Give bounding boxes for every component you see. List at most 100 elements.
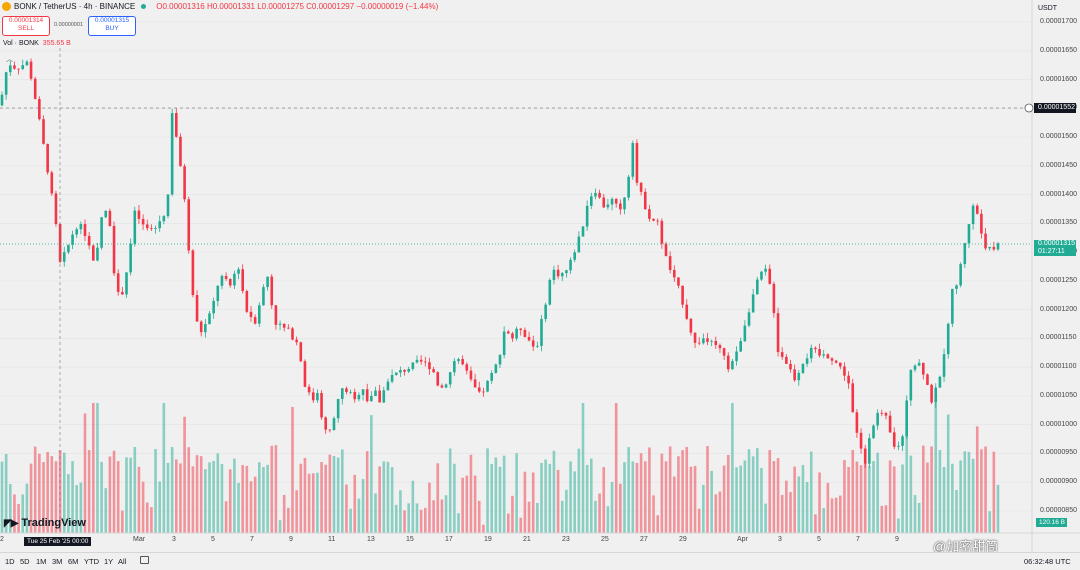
candle-body bbox=[818, 349, 821, 356]
candle-body bbox=[249, 311, 253, 318]
candle-body bbox=[170, 113, 174, 195]
range-button-1d[interactable]: 1D bbox=[5, 557, 15, 566]
candle-body bbox=[382, 390, 386, 403]
volume-bar bbox=[253, 476, 257, 533]
candle-body bbox=[805, 358, 809, 364]
volume-bar bbox=[785, 480, 788, 533]
volume-bar bbox=[324, 464, 327, 533]
time-tick-label: 19 bbox=[484, 536, 492, 543]
candle-body bbox=[594, 192, 597, 197]
range-button-all[interactable]: All bbox=[118, 557, 127, 566]
time-tick-label: 15 bbox=[406, 536, 414, 543]
candle-body bbox=[693, 332, 697, 343]
candle-body bbox=[623, 197, 626, 210]
ohlc-values: O0.00001316 H0.00001331 L0.00001275 C0.0… bbox=[156, 2, 439, 11]
candle-body bbox=[282, 323, 286, 328]
volume-bar bbox=[963, 451, 967, 533]
volume-bar bbox=[133, 447, 137, 533]
candle-body bbox=[884, 412, 888, 416]
sell-button[interactable]: 0.00001314 SELL bbox=[2, 16, 50, 36]
price-tick-label: 0.00001400 bbox=[1040, 190, 1077, 198]
candle-body bbox=[79, 224, 83, 230]
candle-body bbox=[158, 221, 161, 229]
volume-bar bbox=[353, 474, 357, 533]
volume-bar bbox=[855, 461, 859, 533]
volume-bar bbox=[382, 461, 386, 533]
candle-body bbox=[851, 383, 855, 413]
candle-body bbox=[955, 285, 958, 289]
candle-body bbox=[569, 259, 572, 271]
volume-bar bbox=[984, 446, 987, 533]
candle-body bbox=[772, 283, 776, 314]
candle-body bbox=[145, 224, 149, 229]
candle-body bbox=[187, 199, 191, 251]
volume-bar bbox=[772, 461, 776, 533]
volume-bar bbox=[706, 446, 709, 533]
range-button-1y[interactable]: 1Y bbox=[104, 557, 114, 566]
volume-bar bbox=[469, 454, 473, 533]
volume-legend[interactable]: Vol · BONK 355.65 B bbox=[3, 40, 71, 47]
buy-button[interactable]: 0.00001315 BUY bbox=[88, 16, 136, 36]
volume-bar bbox=[888, 460, 892, 533]
price-tick-label: 0.00001600 bbox=[1040, 75, 1077, 83]
candle-body bbox=[722, 348, 726, 356]
volume-bar bbox=[938, 450, 942, 533]
collapse-chevron-icon[interactable]: ︿ bbox=[6, 56, 13, 63]
candle-body bbox=[183, 166, 186, 200]
volume-bar bbox=[507, 513, 510, 533]
candle-body bbox=[673, 269, 676, 278]
candle-body bbox=[4, 72, 8, 95]
currency-label[interactable]: USDT bbox=[1038, 5, 1058, 12]
candle-body bbox=[121, 291, 124, 295]
range-button-1m[interactable]: 1M bbox=[36, 557, 47, 566]
volume-bar bbox=[386, 461, 390, 533]
candle-body bbox=[370, 395, 373, 402]
volume-bar bbox=[789, 492, 792, 533]
volume-bar bbox=[681, 450, 684, 533]
range-button-ytd[interactable]: YTD bbox=[84, 557, 99, 566]
range-button-5d[interactable]: 5D bbox=[20, 557, 30, 566]
volume-bar bbox=[892, 466, 896, 533]
volume-bar bbox=[685, 447, 689, 533]
tradingview-logo[interactable]: ◤▶ TradingView bbox=[4, 517, 86, 529]
volume-bar bbox=[448, 448, 452, 533]
volume-bar bbox=[482, 524, 485, 533]
candle-body bbox=[507, 331, 510, 334]
volume-bar bbox=[316, 472, 319, 533]
candle-body bbox=[702, 338, 705, 344]
calendar-icon[interactable] bbox=[140, 556, 149, 564]
candle-body bbox=[814, 347, 817, 350]
candle-body bbox=[320, 393, 323, 418]
symbol-title[interactable]: BONK / TetherUS · 4h · BINANCE bbox=[14, 2, 136, 11]
candle-body bbox=[880, 412, 884, 414]
candle-body bbox=[490, 372, 493, 381]
range-button-3m[interactable]: 3M bbox=[52, 557, 63, 566]
candle-body bbox=[963, 243, 967, 265]
volume-bar bbox=[971, 458, 975, 533]
candle-body bbox=[233, 273, 236, 286]
candle-body bbox=[519, 328, 523, 330]
volume-bar bbox=[544, 459, 547, 533]
candle-body bbox=[116, 273, 120, 292]
candle-body bbox=[129, 243, 132, 273]
price-tick-label: 0.00001100 bbox=[1040, 363, 1077, 371]
candle-body bbox=[664, 243, 668, 257]
volume-bar bbox=[826, 482, 830, 533]
candle-body bbox=[888, 415, 892, 433]
candle-body bbox=[946, 323, 950, 355]
candle-body bbox=[67, 244, 70, 253]
candle-body bbox=[162, 216, 166, 222]
range-button-6m[interactable]: 6M bbox=[68, 557, 79, 566]
volume-bar bbox=[502, 455, 506, 533]
volume-bar bbox=[0, 461, 4, 533]
candle-body bbox=[548, 279, 552, 305]
alert-icon[interactable] bbox=[1024, 103, 1034, 113]
utc-clock[interactable]: 06:32:48 UTC bbox=[1024, 557, 1071, 566]
volume-bar bbox=[581, 403, 585, 533]
volume-bar bbox=[863, 463, 867, 533]
candle-body bbox=[345, 388, 348, 393]
candle-body bbox=[992, 246, 996, 250]
candle-body bbox=[756, 279, 759, 295]
candle-body bbox=[540, 319, 543, 346]
